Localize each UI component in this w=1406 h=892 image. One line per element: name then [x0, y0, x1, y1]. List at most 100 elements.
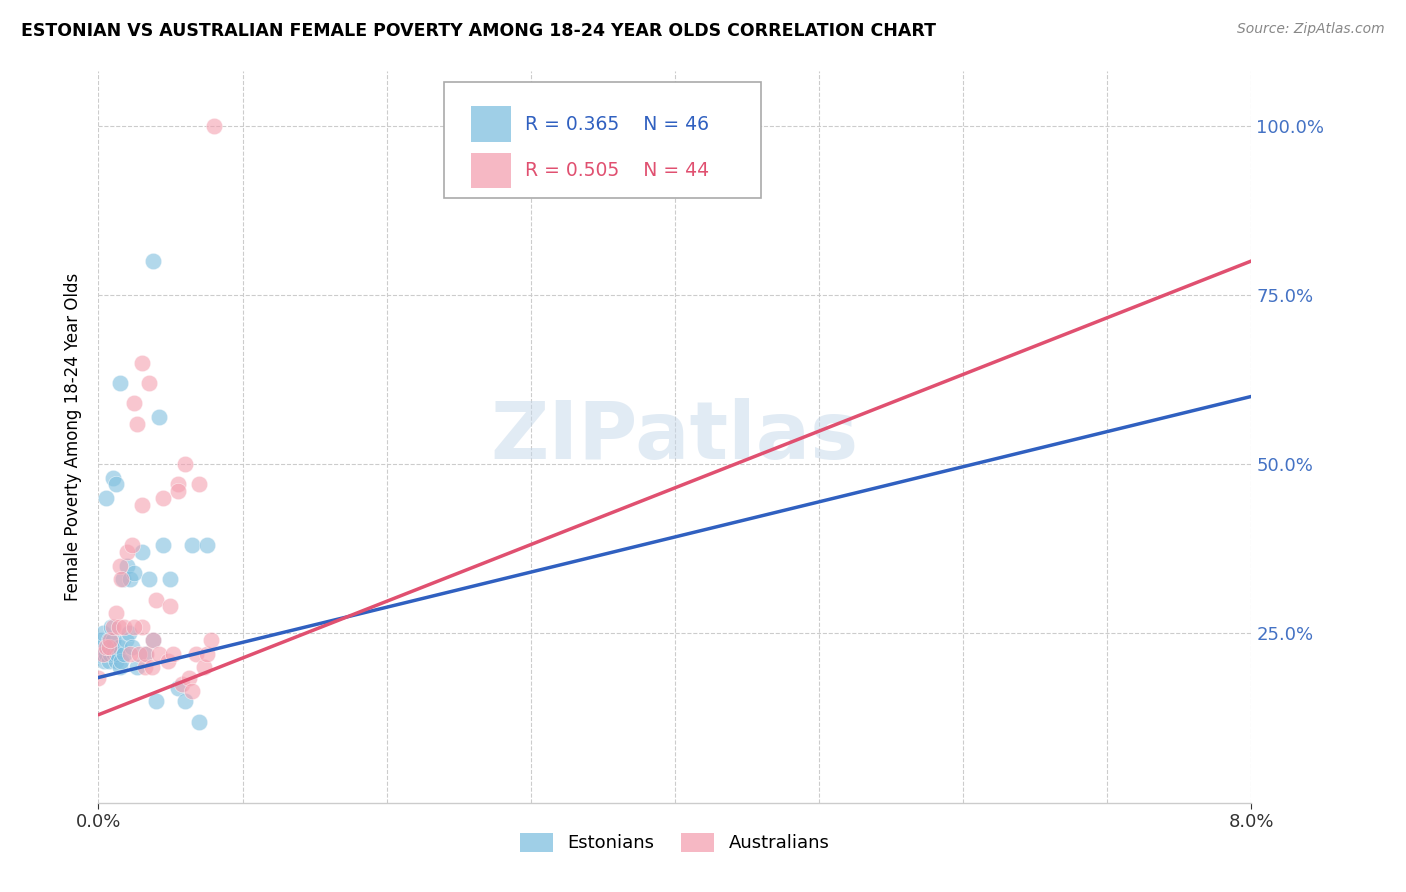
Point	[179, 671, 201, 685]
Point	[152, 491, 174, 505]
Point	[108, 558, 131, 573]
Point	[131, 355, 153, 369]
Point	[118, 626, 141, 640]
Point	[96, 640, 118, 654]
Point	[131, 545, 153, 559]
Point	[142, 633, 165, 648]
Text: R = 0.365    N = 46: R = 0.365 N = 46	[524, 114, 709, 134]
Text: R = 0.505    N = 44: R = 0.505 N = 44	[524, 161, 709, 179]
Point	[87, 647, 110, 661]
Point	[107, 640, 129, 654]
Point	[131, 498, 153, 512]
FancyBboxPatch shape	[471, 153, 512, 187]
Point	[107, 620, 129, 634]
Point	[159, 599, 181, 614]
Point	[100, 620, 122, 634]
Point	[120, 572, 142, 586]
Legend: Estonians, Australians: Estonians, Australians	[513, 826, 837, 860]
Point	[166, 681, 188, 695]
Point	[142, 633, 165, 648]
Point	[87, 671, 110, 685]
Point	[101, 633, 124, 648]
FancyBboxPatch shape	[444, 82, 762, 198]
Point	[127, 417, 149, 431]
Point	[104, 606, 127, 620]
Point	[104, 654, 127, 668]
Point	[120, 647, 142, 661]
Point	[87, 640, 110, 654]
Point	[90, 633, 112, 648]
Text: Source: ZipAtlas.com: Source: ZipAtlas.com	[1237, 22, 1385, 37]
Point	[121, 640, 143, 654]
Point	[105, 647, 128, 661]
Point	[162, 647, 184, 661]
Point	[117, 558, 139, 573]
Point	[138, 376, 160, 390]
Text: ZIPatlas: ZIPatlas	[491, 398, 859, 476]
Point	[124, 396, 146, 410]
Point	[91, 626, 114, 640]
Point	[128, 647, 150, 661]
Point	[181, 538, 204, 552]
Point	[98, 647, 121, 661]
Point	[148, 647, 170, 661]
Point	[98, 633, 121, 648]
Point	[166, 484, 188, 499]
Point	[170, 677, 193, 691]
Point	[193, 660, 215, 674]
Point	[134, 660, 156, 674]
Point	[131, 620, 153, 634]
Point	[117, 545, 139, 559]
Point	[145, 592, 167, 607]
Point	[94, 647, 117, 661]
Point	[181, 684, 204, 698]
Point	[152, 538, 174, 552]
Point	[174, 694, 197, 708]
Point	[97, 654, 120, 668]
Point	[145, 694, 167, 708]
Point	[202, 119, 225, 133]
Point	[91, 647, 114, 661]
Point	[104, 477, 127, 491]
Point	[166, 477, 188, 491]
Point	[186, 647, 208, 661]
Point	[188, 477, 211, 491]
Point	[156, 654, 179, 668]
Point	[112, 647, 135, 661]
Point	[112, 620, 135, 634]
Point	[195, 538, 218, 552]
Text: ESTONIAN VS AUSTRALIAN FEMALE POVERTY AMONG 18-24 YEAR OLDS CORRELATION CHART: ESTONIAN VS AUSTRALIAN FEMALE POVERTY AM…	[21, 22, 936, 40]
Point	[114, 633, 136, 648]
Point	[200, 633, 222, 648]
Point	[127, 660, 149, 674]
Point	[94, 640, 117, 654]
Point	[93, 654, 115, 668]
Y-axis label: Female Poverty Among 18-24 Year Olds: Female Poverty Among 18-24 Year Olds	[63, 273, 82, 601]
Point	[134, 647, 156, 661]
Point	[110, 572, 132, 586]
Point	[188, 714, 211, 729]
Point	[94, 491, 117, 505]
Point	[97, 633, 120, 648]
Point	[108, 376, 131, 390]
Point	[135, 647, 157, 661]
Point	[101, 640, 124, 654]
Point	[174, 457, 197, 471]
Point	[97, 640, 120, 654]
Point	[108, 660, 131, 674]
Point	[103, 647, 125, 661]
Point	[138, 572, 160, 586]
Point	[124, 620, 146, 634]
Point	[148, 409, 170, 424]
Point	[124, 566, 146, 580]
Point	[101, 471, 124, 485]
Point	[121, 538, 143, 552]
Point	[141, 660, 163, 674]
Point	[111, 572, 134, 586]
Point	[110, 654, 132, 668]
Point	[101, 620, 124, 634]
Point	[195, 647, 218, 661]
FancyBboxPatch shape	[471, 106, 512, 142]
Point	[142, 254, 165, 268]
Point	[159, 572, 181, 586]
